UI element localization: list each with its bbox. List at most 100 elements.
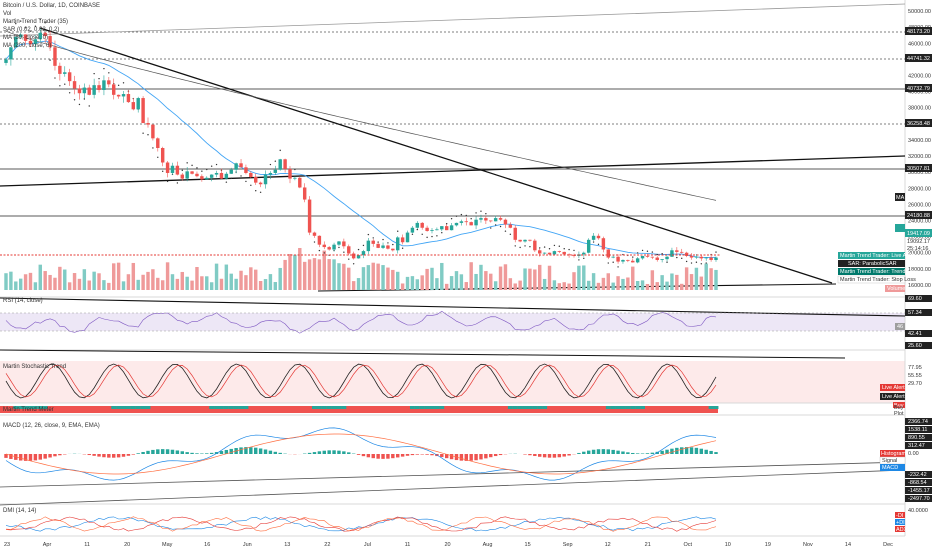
- candle-body: [396, 237, 400, 251]
- volume-bar: [97, 273, 101, 290]
- meter-cell: [233, 406, 239, 409]
- meter-cell: [32, 406, 38, 409]
- volume-bar: [572, 272, 576, 290]
- macd-histogram-bar: [156, 449, 160, 454]
- legend-macd[interactable]: MACD (12, 26, close, 9, EMA, EMA): [3, 423, 100, 429]
- sar-dot: [44, 22, 46, 24]
- candle-body: [298, 177, 302, 188]
- candle-body: [650, 256, 655, 258]
- macd-histogram-bar: [87, 454, 91, 456]
- legend-stoch[interactable]: Martin Stochastic Trend: [3, 364, 66, 370]
- candle-body: [469, 222, 473, 226]
- volume-bar: [680, 283, 684, 290]
- candle-body: [332, 244, 336, 250]
- main-legend[interactable]: Bitcoin / U.S. Dollar, 1D, COINBASE Vol …: [3, 3, 100, 49]
- parabolic-sar: [15, 18, 717, 268]
- macd-histogram-bar: [48, 454, 52, 458]
- sar-dot: [93, 72, 95, 75]
- volume-bar: [586, 280, 591, 290]
- macd-histogram-bar: [547, 454, 552, 458]
- trend-lines[interactable]: [0, 3, 906, 506]
- time-tick: Nov: [803, 542, 813, 548]
- rsi-tick: 57.34: [908, 310, 922, 316]
- volume-bar: [420, 275, 424, 290]
- price-tick: 28000.00: [908, 186, 931, 192]
- price-tick: 46000.00: [908, 41, 931, 47]
- sar-dot: [323, 252, 325, 254]
- volume-bar: [307, 259, 312, 290]
- mtm-tag: Buy: [894, 405, 904, 411]
- stoch-tick: 29.70: [908, 381, 922, 387]
- time-axis[interactable]: 23 Apr 11 20 May 16 Jun 13 22 Jul 11 20 Aug 15 Sep 12 21…: [4, 542, 893, 548]
- macd-histogram-bar: [126, 454, 131, 456]
- candle-body: [224, 173, 229, 179]
- candle-body: [366, 240, 371, 252]
- candle-body: [680, 251, 684, 253]
- legend-dmi[interactable]: DMI (14, 14): [3, 508, 36, 514]
- macd-histogram-bar: [376, 454, 380, 459]
- volume-bar: [508, 278, 513, 290]
- candle-body: [640, 255, 645, 259]
- macd-histogram-bar: [356, 454, 361, 455]
- sar-dot: [632, 256, 634, 258]
- sar-dot: [206, 168, 208, 171]
- macd-histogram-bar: [591, 449, 596, 454]
- meter-cell: [140, 406, 146, 409]
- volume-bar: [268, 274, 273, 290]
- sar-dot: [529, 246, 531, 248]
- candle-body: [312, 232, 317, 236]
- candle-body: [283, 159, 287, 169]
- tag-volume: Volume: [887, 286, 905, 292]
- candle-body: [116, 94, 121, 97]
- volume-bar: [454, 271, 459, 290]
- volume-bar: [464, 282, 468, 290]
- volume-bar: [249, 267, 253, 290]
- candle-body: [200, 176, 204, 180]
- sar-dot: [15, 22, 17, 25]
- meter-cell: [238, 406, 244, 409]
- legend-symbol: Bitcoin / U.S. Dollar, 1D, COINBASE: [3, 3, 100, 9]
- macd: [4, 427, 718, 481]
- candle-body: [631, 260, 635, 263]
- candles[interactable]: [4, 28, 718, 264]
- volume-bar: [376, 263, 380, 290]
- sar-dot: [269, 163, 272, 166]
- legend-mtm[interactable]: Martin Trend Meter: [3, 407, 54, 413]
- mtm-axis: Buy Plot: [894, 405, 904, 417]
- candle-body: [626, 259, 630, 261]
- volume-bar: [675, 274, 679, 290]
- candle-body: [635, 258, 640, 263]
- time-tick: 21: [645, 542, 651, 548]
- volume-bar: [582, 265, 586, 290]
- meter-cell: [116, 406, 122, 409]
- sar-dot: [480, 210, 482, 212]
- candle-body: [572, 255, 576, 256]
- candle-body: [464, 221, 468, 223]
- candle-body: [263, 174, 268, 185]
- meter-cell: [414, 406, 420, 409]
- macd-histogram-bar: [23, 454, 28, 461]
- sar-dot: [485, 213, 487, 215]
- macd-histogram-bar: [704, 449, 708, 454]
- candle-body: [533, 240, 537, 251]
- macd-tick: 2366.74: [908, 419, 928, 425]
- macd-histogram-bar: [121, 454, 126, 457]
- level-label: 36258.48: [907, 121, 930, 127]
- candle-body: [165, 162, 170, 173]
- macd-tick: -232.42: [908, 472, 927, 478]
- candle-body: [449, 225, 454, 231]
- volume-bar: [601, 277, 606, 290]
- volume-bar: [116, 262, 121, 290]
- sar-dot: [152, 147, 154, 149]
- stochastic-lines: [5, 363, 717, 399]
- candle-body: [342, 241, 346, 247]
- legend-rsi[interactable]: RSI (14, close): [3, 298, 43, 304]
- stoch-tick: 77.95: [908, 365, 922, 371]
- sar-dot: [357, 248, 360, 251]
- candle-body: [351, 253, 356, 259]
- candle-body: [141, 98, 145, 124]
- candle-body: [288, 168, 292, 179]
- volume-bar: [327, 259, 331, 290]
- volume-bar: [337, 263, 341, 290]
